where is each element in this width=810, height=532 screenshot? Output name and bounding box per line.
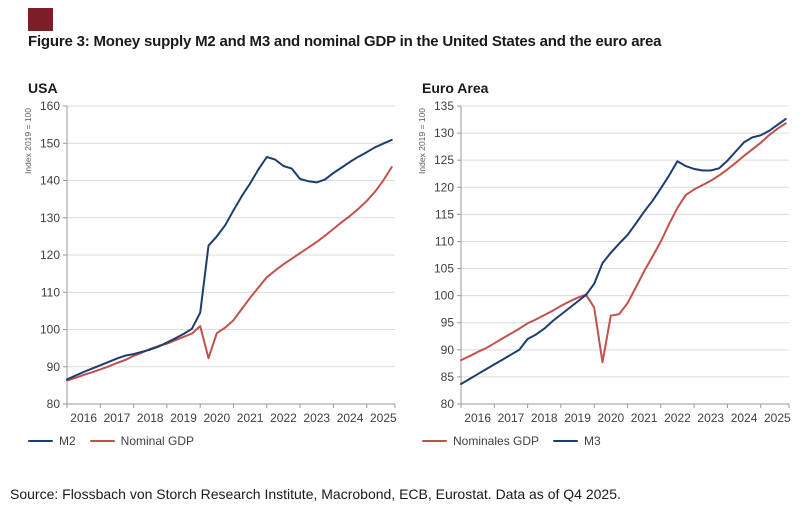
svg-text:2024: 2024 xyxy=(731,411,758,425)
svg-text:130: 130 xyxy=(434,126,454,140)
legend-item-m3: M3 xyxy=(553,434,601,448)
svg-text:100: 100 xyxy=(434,289,454,303)
svg-text:120: 120 xyxy=(40,248,60,262)
svg-text:90: 90 xyxy=(441,343,455,357)
svg-text:150: 150 xyxy=(40,136,60,150)
svg-text:140: 140 xyxy=(40,174,60,188)
svg-text:2020: 2020 xyxy=(597,411,624,425)
svg-text:2016: 2016 xyxy=(464,411,491,425)
chart-title-euro-area: Euro Area xyxy=(422,80,489,96)
figure-title: Figure 3: Money supply M2 and M3 and nom… xyxy=(28,33,662,50)
svg-text:2021: 2021 xyxy=(237,411,264,425)
svg-text:130: 130 xyxy=(40,211,60,225)
svg-text:2020: 2020 xyxy=(203,411,230,425)
euro-area-line-chart: 80 85 90 95 100 105 110 115 120 125 130 135 2016 2017… xyxy=(417,100,791,425)
brand-logo-square xyxy=(28,8,53,31)
svg-text:2016: 2016 xyxy=(70,411,97,425)
legend-label: M3 xyxy=(584,434,601,448)
x-axis-ticks: 2016 2017 2018 2019 2020 2021 2022 2023 2024 2025 xyxy=(460,404,791,425)
svg-text:110: 110 xyxy=(435,234,454,248)
y-axis-title: Index 2019 = 100 xyxy=(23,108,33,174)
legend-label: Nominal GDP xyxy=(120,434,195,448)
euro-area-chart-legend: Nominales GDP M3 xyxy=(414,434,796,448)
legend-swatch xyxy=(89,439,115,443)
svg-text:2024: 2024 xyxy=(337,411,364,425)
legend-label: Nominales GDP xyxy=(453,434,540,448)
svg-text:110: 110 xyxy=(41,285,60,299)
svg-text:125: 125 xyxy=(434,153,454,167)
svg-text:85: 85 xyxy=(441,370,455,384)
svg-text:135: 135 xyxy=(434,100,454,113)
svg-text:2017: 2017 xyxy=(498,411,525,425)
series-line-m2 xyxy=(66,138,393,381)
svg-text:2022: 2022 xyxy=(270,411,297,425)
legend-label: M2 xyxy=(59,434,76,448)
svg-text:115: 115 xyxy=(435,207,454,221)
axes xyxy=(460,106,789,405)
svg-text:100: 100 xyxy=(40,323,60,337)
svg-text:2022: 2022 xyxy=(664,411,691,425)
svg-text:120: 120 xyxy=(434,180,454,194)
svg-text:90: 90 xyxy=(47,360,61,374)
svg-text:80: 80 xyxy=(47,397,61,411)
svg-text:160: 160 xyxy=(40,100,60,113)
series-line-nominal-gdp xyxy=(66,166,393,382)
series-line-nominales-gdp xyxy=(460,122,787,364)
svg-text:2023: 2023 xyxy=(697,411,724,425)
y-axis-ticks: 80 90 100 110 120 130 140 150 160 xyxy=(40,100,67,411)
x-axis-ticks: 2016 2017 2018 2019 2020 2021 2022 2023 2024 2025 xyxy=(66,404,397,425)
y-axis-ticks: 80 85 90 95 100 105 110 115 120 125 130 135 xyxy=(434,100,461,411)
legend-item-m2: M2 xyxy=(28,434,76,448)
svg-text:2025: 2025 xyxy=(764,411,791,425)
chart-panel-usa: USA 80 90 100 110 120 130 140 150 160 2016 2017 201… xyxy=(20,80,402,448)
legend-item-nominal-gdp: Nominal GDP xyxy=(89,434,195,448)
legend-swatch xyxy=(553,439,579,443)
legend-swatch xyxy=(28,439,53,443)
svg-text:2019: 2019 xyxy=(564,411,591,425)
svg-text:2017: 2017 xyxy=(104,411,131,425)
gridlines xyxy=(461,105,789,378)
svg-text:2019: 2019 xyxy=(170,411,197,425)
y-axis-title: Index 2019 = 100 xyxy=(417,108,427,174)
svg-text:105: 105 xyxy=(434,262,454,276)
svg-text:2023: 2023 xyxy=(303,411,330,425)
svg-text:80: 80 xyxy=(441,397,455,411)
chart-title-usa: USA xyxy=(28,80,58,96)
svg-text:95: 95 xyxy=(441,316,455,330)
gridlines xyxy=(67,105,395,368)
legend-swatch xyxy=(422,439,447,443)
legend-item-nominales-gdp: Nominales GDP xyxy=(422,434,539,448)
svg-text:2018: 2018 xyxy=(531,411,558,425)
svg-text:2025: 2025 xyxy=(370,411,397,425)
svg-text:2021: 2021 xyxy=(631,411,658,425)
usa-chart-legend: M2 Nominal GDP xyxy=(20,434,402,448)
source-note: Source: Flossbach von Storch Research In… xyxy=(10,486,621,502)
svg-text:2018: 2018 xyxy=(137,411,164,425)
chart-panel-euro-area: Euro Area 80 85 90 95 100 105 110 115 120 125 130 1… xyxy=(414,80,796,448)
series-line-m3 xyxy=(460,118,787,385)
